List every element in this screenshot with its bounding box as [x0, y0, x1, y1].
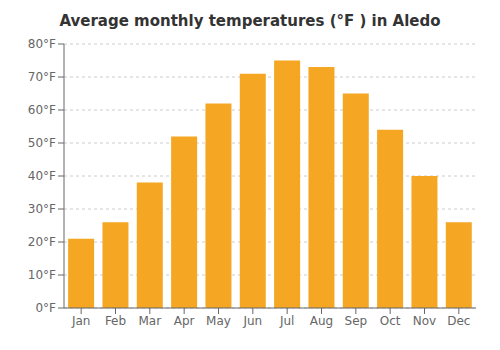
html-text:Average monthly temperatures (: Average monthly temperatures (°F ) in Al… — [59, 12, 441, 30]
svg-text:40°F: 40°F — [28, 169, 56, 183]
svg-text:Mar: Mar — [139, 314, 162, 328]
svg-text:50°F: 50°F — [28, 136, 56, 150]
svg-text:Aug: Aug — [310, 314, 333, 328]
svg-text:Dec: Dec — [447, 314, 470, 328]
svg-text:Apr: Apr — [174, 314, 195, 328]
svg-text:70°F: 70°F — [28, 70, 56, 84]
svg-text:Jul: Jul — [279, 314, 294, 328]
svg-text:Oct: Oct — [380, 314, 401, 328]
svg-text:0°F: 0°F — [35, 301, 56, 315]
svg-text:20°F: 20°F — [28, 235, 56, 249]
svg-text:Jun: Jun — [242, 314, 262, 328]
svg-text:10°F: 10°F — [28, 268, 56, 282]
svg-text:Jan: Jan — [71, 314, 91, 328]
svg-text:May: May — [206, 314, 231, 328]
svg-text:80°F: 80°F — [28, 37, 56, 51]
svg-text:60°F: 60°F — [28, 103, 56, 117]
svg-text:Nov: Nov — [413, 314, 436, 328]
svg-text:30°F: 30°F — [28, 202, 56, 216]
svg-text:Feb: Feb — [105, 314, 126, 328]
svg-text:Sep: Sep — [345, 314, 368, 328]
